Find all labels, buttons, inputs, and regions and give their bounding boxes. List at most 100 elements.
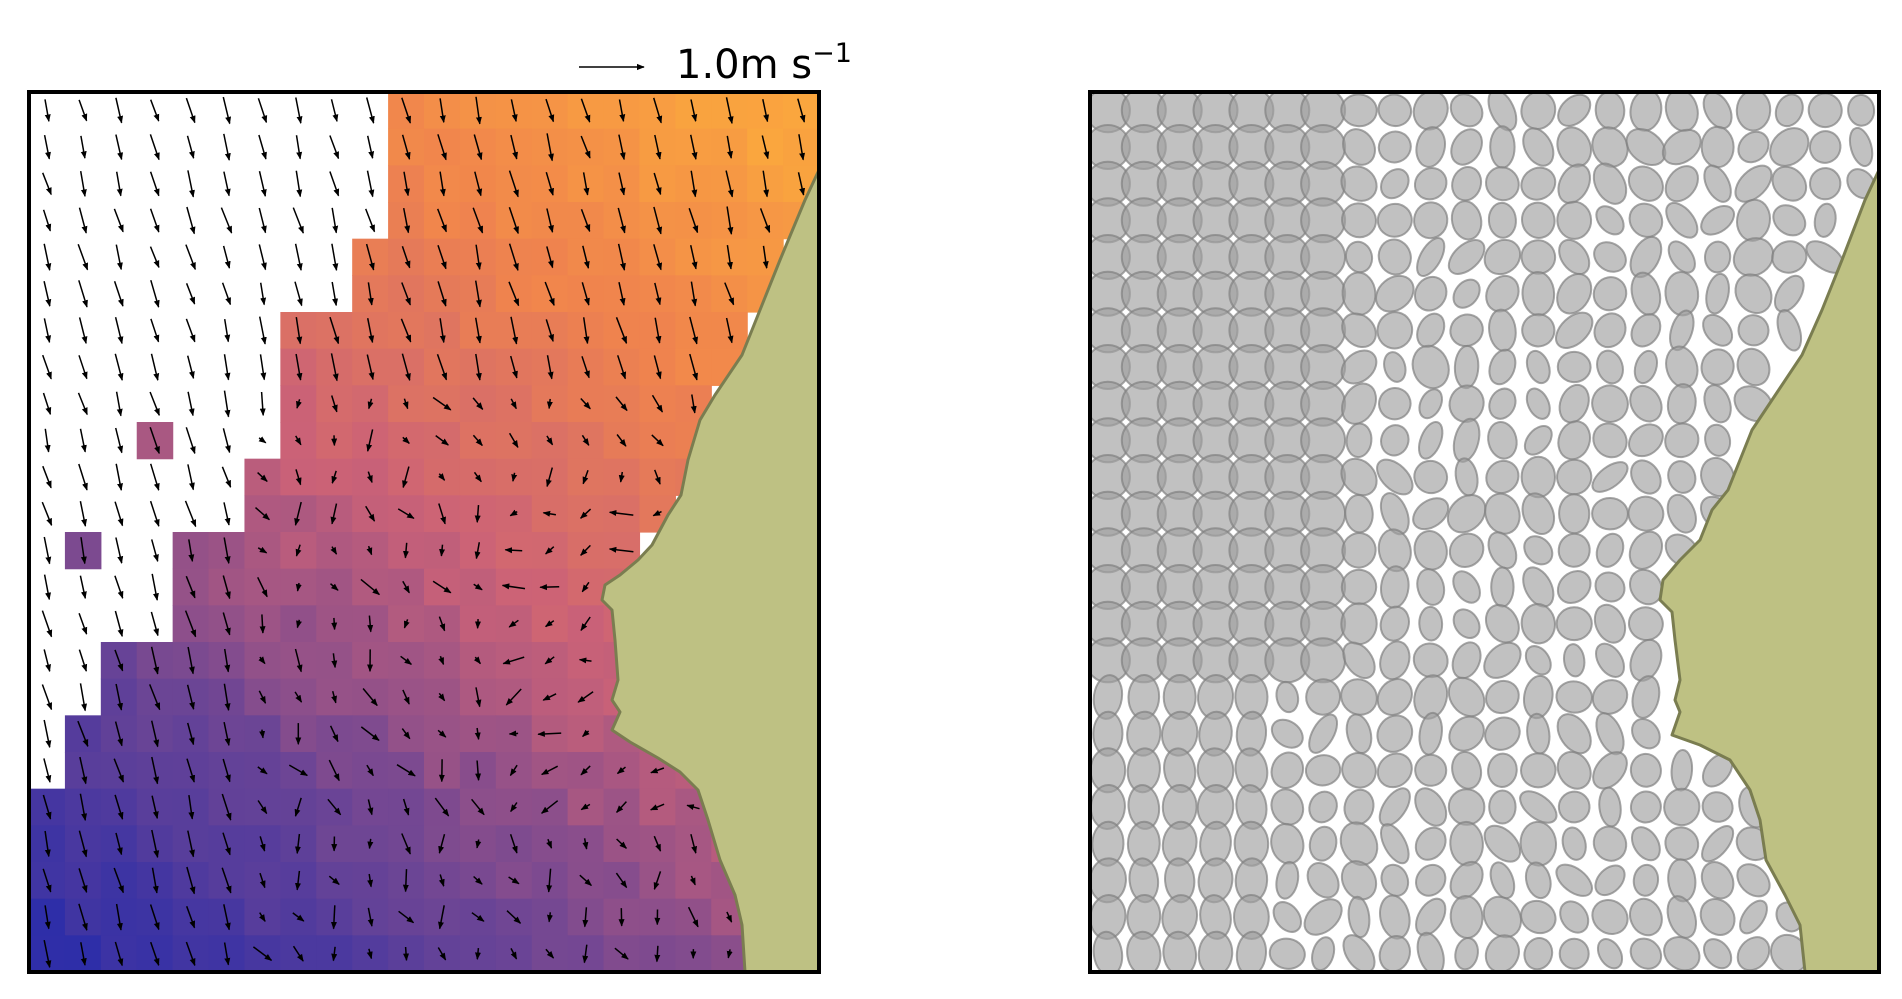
velocity-arrow bbox=[330, 546, 338, 555]
ellipse-marker bbox=[1524, 861, 1552, 900]
velocity-arrow bbox=[223, 942, 231, 966]
ellipse-marker bbox=[1595, 532, 1625, 568]
velocity-arrow bbox=[149, 684, 161, 711]
ellipse-marker bbox=[1308, 790, 1338, 824]
ellipse-marker bbox=[1270, 718, 1304, 749]
velocity-arrow bbox=[222, 575, 231, 600]
ellipse-marker bbox=[1448, 532, 1485, 568]
velocity-arrow bbox=[223, 721, 231, 747]
velocity-arrow bbox=[580, 397, 591, 410]
velocity-arrow bbox=[78, 903, 88, 931]
velocity-arrow bbox=[328, 759, 340, 782]
ellipse-marker bbox=[1703, 164, 1732, 203]
ellipse-marker bbox=[1556, 350, 1592, 384]
velocity-arrow bbox=[365, 243, 375, 271]
velocity-arrow bbox=[77, 392, 88, 416]
velocity-arrow bbox=[618, 99, 626, 122]
velocity-arrow bbox=[582, 317, 590, 345]
ellipse-marker bbox=[1340, 93, 1378, 128]
ellipse-marker bbox=[1449, 93, 1484, 128]
ellipse-marker bbox=[1520, 166, 1557, 201]
velocity-arrow bbox=[223, 648, 231, 673]
velocity-arrow bbox=[474, 948, 481, 960]
velocity-arrow bbox=[401, 282, 412, 306]
ellipse-marker bbox=[1631, 718, 1661, 750]
velocity-arrow bbox=[475, 244, 482, 271]
velocity-arrow bbox=[615, 317, 628, 344]
ellipse-marker bbox=[1415, 126, 1447, 168]
velocity-arrow bbox=[294, 243, 303, 271]
velocity-arrow bbox=[502, 656, 525, 665]
velocity-arrow bbox=[114, 649, 124, 672]
velocity-arrow bbox=[618, 172, 626, 196]
velocity-arrow bbox=[472, 397, 484, 410]
velocity-arrow bbox=[258, 690, 267, 704]
ellipse-marker bbox=[1631, 675, 1661, 719]
velocity-arrow bbox=[367, 907, 374, 927]
velocity-arrow bbox=[187, 646, 195, 675]
ellipse-marker bbox=[1485, 274, 1520, 313]
velocity-arrow bbox=[396, 764, 416, 777]
ellipse-marker bbox=[1556, 272, 1593, 315]
ellipse-marker bbox=[1341, 752, 1377, 789]
velocity-arrow bbox=[473, 583, 483, 591]
velocity-arrow bbox=[580, 616, 591, 632]
velocity-arrow bbox=[259, 614, 266, 634]
velocity-arrow bbox=[546, 868, 553, 893]
velocity-arrow bbox=[149, 208, 160, 233]
velocity-arrow bbox=[510, 398, 517, 410]
velocity-arrow bbox=[726, 949, 733, 959]
ellipse-marker bbox=[1556, 750, 1592, 790]
velocity-arrow bbox=[614, 947, 629, 960]
velocity-arrow bbox=[79, 501, 88, 527]
velocity-arrow bbox=[255, 507, 270, 521]
ellipse-marker bbox=[1454, 937, 1479, 971]
velocity-arrow bbox=[582, 245, 590, 269]
ellipse-marker bbox=[1270, 788, 1305, 826]
ellipse-marker bbox=[1592, 751, 1628, 790]
velocity-arrow bbox=[367, 615, 374, 633]
ellipse-marker bbox=[1558, 238, 1591, 276]
ellipse-marker bbox=[1665, 201, 1699, 239]
velocity-arrow bbox=[223, 318, 231, 343]
velocity-arrow bbox=[115, 903, 123, 931]
ellipse-marker bbox=[1734, 273, 1773, 315]
velocity-arrow bbox=[366, 429, 374, 452]
ellipse-marker bbox=[1520, 603, 1556, 645]
ellipse-marker bbox=[1848, 126, 1874, 168]
velocity-arrow bbox=[294, 691, 303, 703]
ellipse-marker bbox=[1771, 240, 1808, 274]
velocity-arrow bbox=[798, 134, 806, 161]
ellipse-marker bbox=[1632, 863, 1660, 897]
velocity-arrow bbox=[618, 471, 625, 483]
ellipse-marker bbox=[1667, 460, 1697, 494]
ellipse-marker bbox=[1450, 128, 1483, 166]
velocity-arrow bbox=[475, 760, 482, 781]
velocity-arrow bbox=[401, 245, 411, 269]
velocity-arrow bbox=[187, 830, 195, 858]
ellipse-marker bbox=[1449, 313, 1484, 348]
velocity-arrow bbox=[475, 353, 482, 381]
velocity-arrow bbox=[115, 244, 123, 271]
velocity-arrow bbox=[222, 832, 231, 856]
velocity-arrow bbox=[403, 946, 410, 962]
velocity-arrow bbox=[581, 581, 590, 593]
velocity-arrow bbox=[187, 170, 195, 198]
velocity-arrow bbox=[78, 612, 88, 635]
velocity-arrow bbox=[184, 500, 197, 528]
velocity-arrow bbox=[257, 766, 268, 775]
ellipse-marker bbox=[1557, 790, 1591, 824]
velocity-arrow bbox=[617, 243, 626, 271]
velocity-arrow bbox=[690, 99, 698, 122]
ellipse-marker bbox=[1523, 424, 1553, 456]
velocity-arrow bbox=[439, 544, 446, 557]
velocity-arrow bbox=[366, 354, 375, 381]
velocity-arrow bbox=[438, 692, 446, 702]
ellipse-marker bbox=[1630, 313, 1662, 348]
ellipse-marker bbox=[1629, 638, 1663, 682]
ellipse-marker bbox=[1592, 422, 1628, 459]
velocity-arrow bbox=[294, 833, 301, 855]
velocity-arrow bbox=[223, 537, 231, 564]
velocity-arrow bbox=[366, 948, 373, 960]
velocity-arrow bbox=[44, 99, 51, 122]
